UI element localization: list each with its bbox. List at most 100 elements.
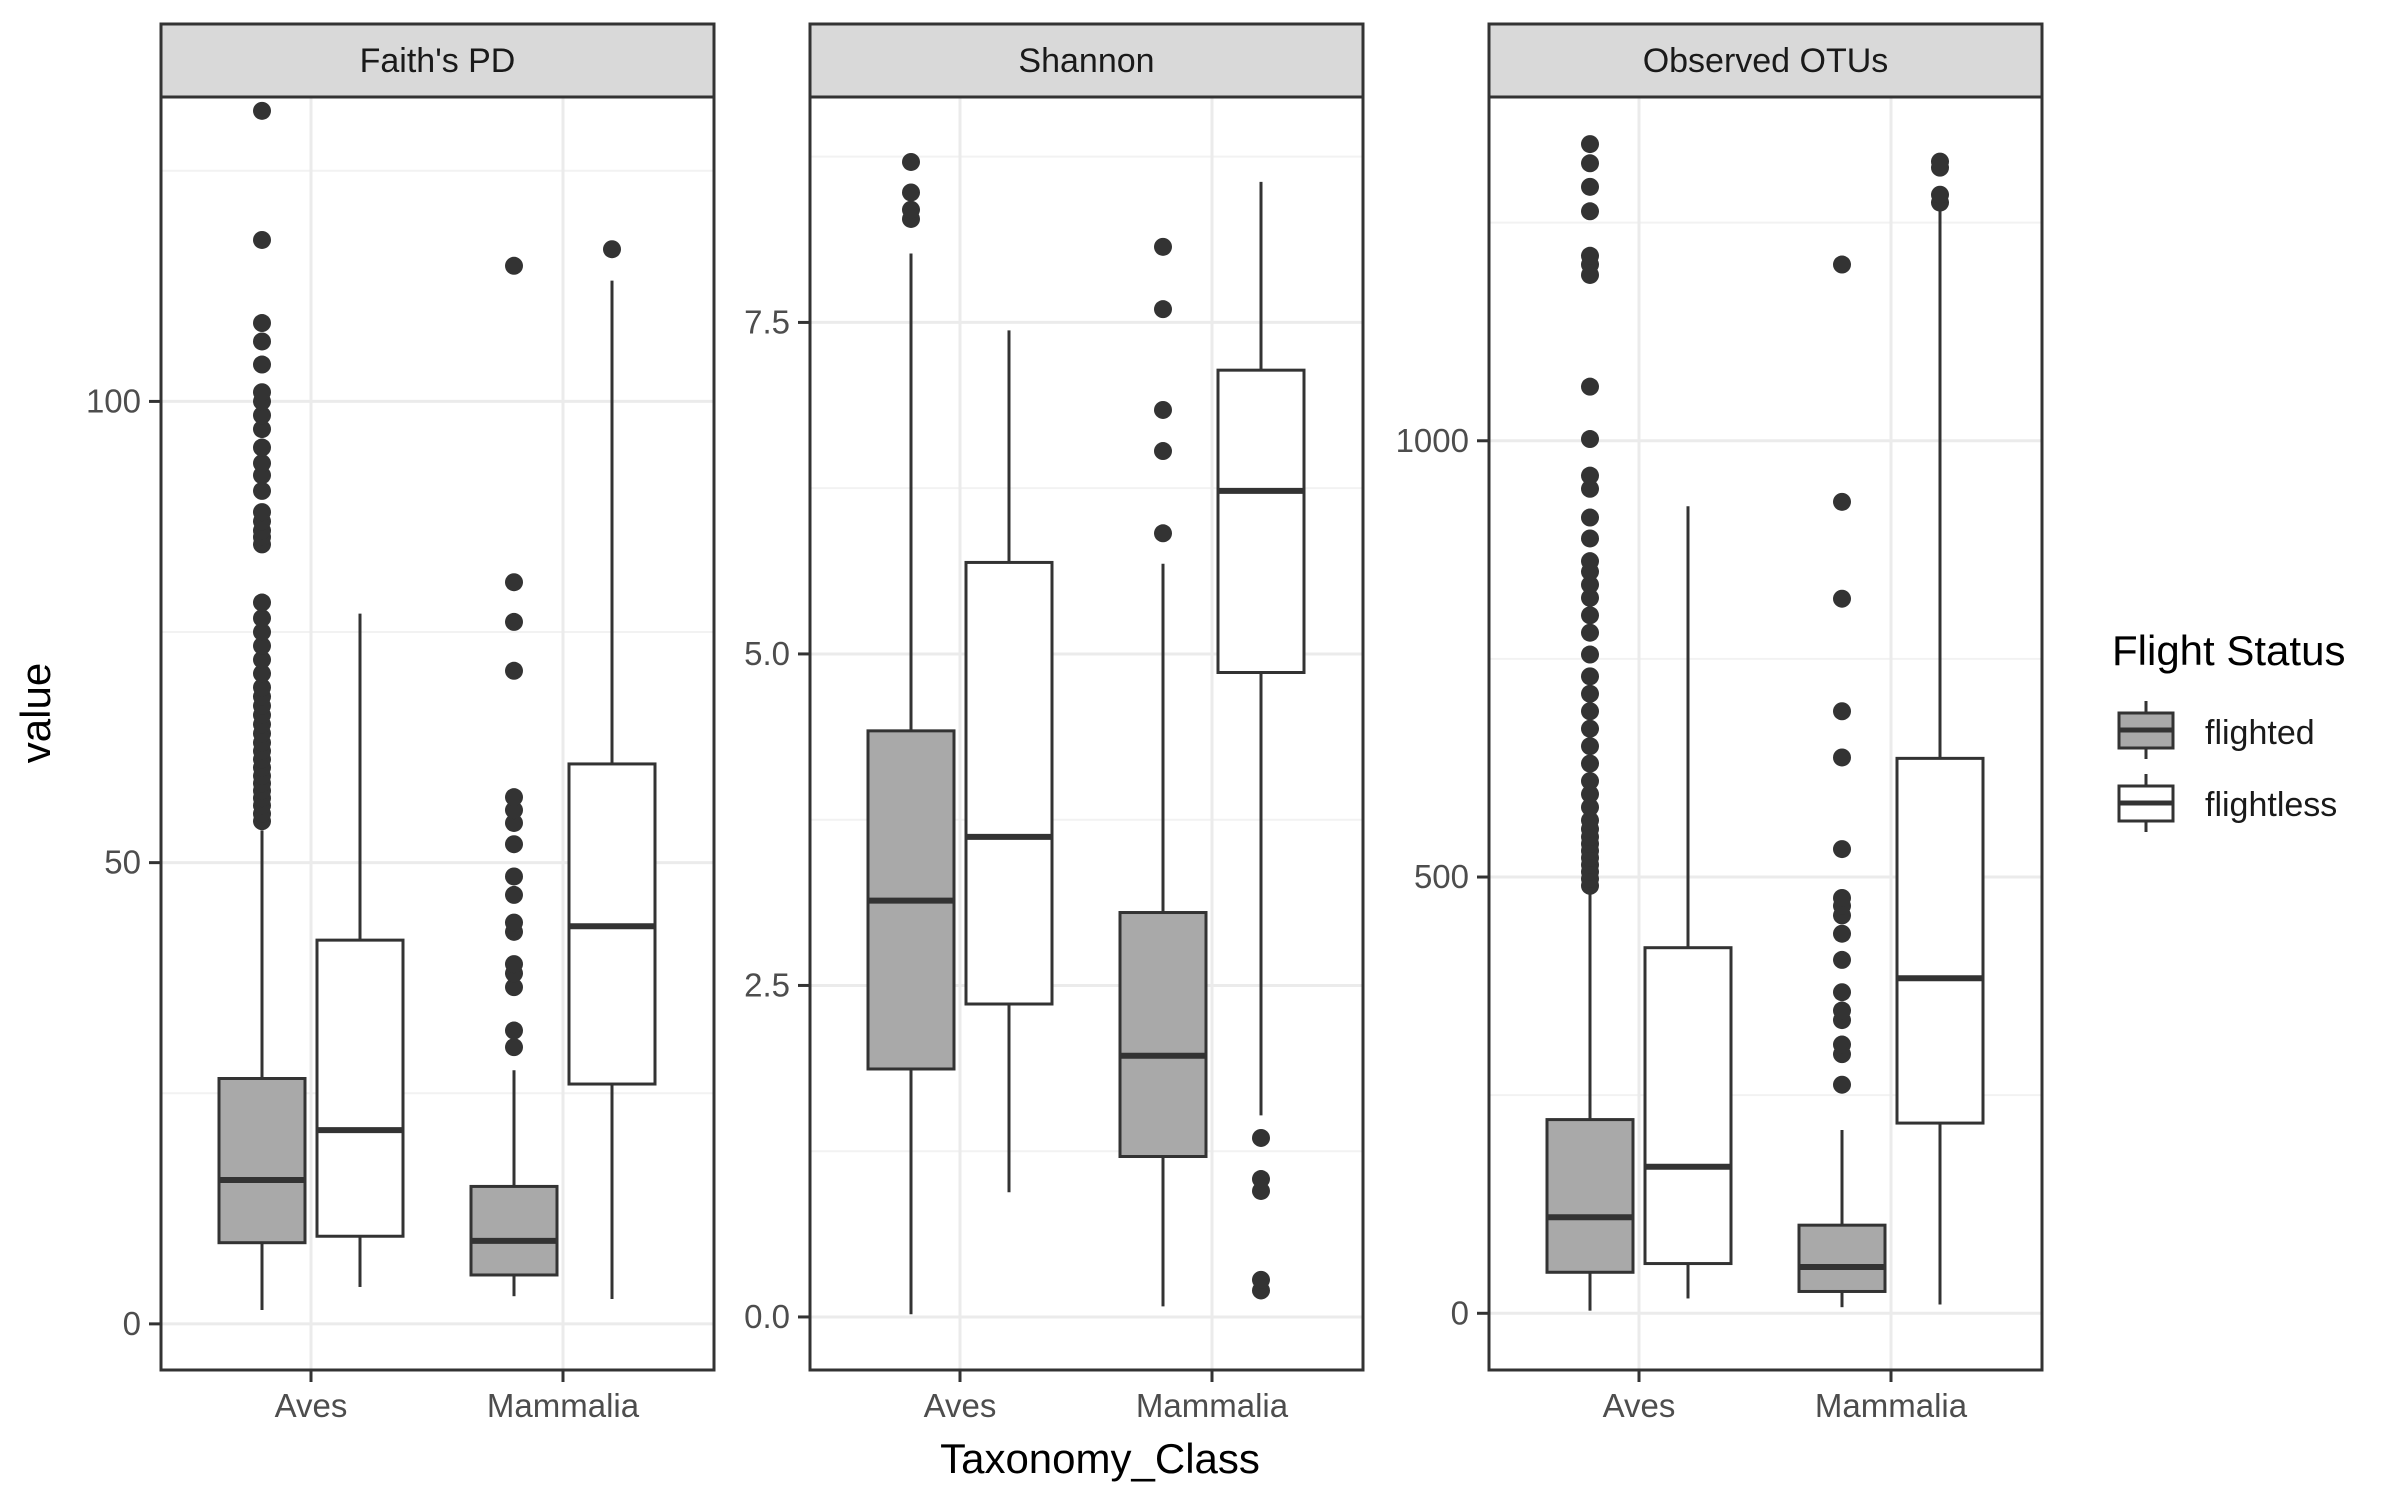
- outlier-point: [505, 801, 523, 820]
- outlier-point: [1252, 1128, 1270, 1147]
- outlier-point: [1581, 667, 1599, 686]
- outlier-point: [505, 813, 523, 832]
- y-tick-label: 2.5: [744, 966, 790, 1003]
- x-tick-label-mammalia: Mammalia: [1136, 1387, 1289, 1424]
- outlier-point: [1252, 1170, 1270, 1189]
- panel-border-observed-otus: [1487, 95, 2044, 1372]
- y-tick-label: 0: [1451, 1294, 1469, 1331]
- y-tick-label: 0: [123, 1305, 141, 1342]
- y-tick-label: 5.0: [744, 635, 790, 672]
- outlier-point: [253, 454, 271, 473]
- outlier-point: [1581, 135, 1599, 154]
- outlier-point: [1581, 246, 1599, 265]
- outlier-point: [505, 835, 523, 854]
- box-mammalia-flightless: [1895, 152, 1985, 1305]
- box-body: [217, 1077, 307, 1245]
- box-mammalia-flightless: [1216, 181, 1306, 1300]
- outlier-point: [1581, 684, 1599, 703]
- x-tick-label-aves: Aves: [275, 1387, 348, 1424]
- outlier-point: [1581, 588, 1599, 607]
- legend: Flight Status flighted flightless: [2112, 627, 2345, 832]
- outlier-point: [253, 101, 271, 120]
- box-aves-flighted: [1545, 135, 1635, 1311]
- box-body: [1895, 756, 1985, 1125]
- strip-label-shannon: Shannon: [1018, 42, 1154, 80]
- panel-shannon: Shannon 0.0 2.5 5.0 7.5 Aves Mammalia: [744, 22, 1365, 1424]
- outlier-point: [1833, 983, 1851, 1002]
- outlier-point: [1581, 754, 1599, 773]
- y-tick-label: 50: [104, 844, 141, 881]
- outlier-point: [1581, 202, 1599, 221]
- outlier-point: [1581, 430, 1599, 449]
- outlier-point: [253, 593, 271, 612]
- panel-observed-otus: Observed OTUs 0 500 1000 Aves Mammalia: [1396, 22, 2044, 1424]
- strip-shannon: [808, 22, 1365, 99]
- outlier-point: [1581, 645, 1599, 664]
- box-body: [1118, 911, 1208, 1159]
- outlier-point: [253, 332, 271, 351]
- box-aves-flighted: [866, 152, 956, 1315]
- box-body: [964, 560, 1054, 1006]
- outlier-point: [1581, 552, 1599, 571]
- strip-label-faith-s-pd: Faith's PD: [360, 42, 516, 80]
- box-mammalia-flighted: [1118, 237, 1208, 1307]
- outlier-point: [253, 650, 271, 669]
- panels-layer: Faith's PD 0 50 100 Aves Mammalia Shannon 0.0 2.…: [86, 22, 2044, 1424]
- legend-title: Flight Status: [2112, 627, 2345, 674]
- outlier-point: [253, 406, 271, 425]
- outlier-point: [1833, 702, 1851, 721]
- outlier-point: [253, 420, 271, 439]
- box-aves-flighted: [217, 101, 307, 1311]
- y-tick-label: 1000: [1396, 422, 1469, 459]
- outlier-point: [1154, 300, 1172, 319]
- outlier-point: [505, 1038, 523, 1057]
- box-mammalia-flighted: [469, 256, 559, 1297]
- outlier-point: [505, 1021, 523, 1040]
- box-body: [1216, 368, 1306, 675]
- outlier-point: [253, 355, 271, 374]
- outlier-point: [1833, 840, 1851, 859]
- outlier-point: [505, 885, 523, 904]
- outlier-point: [253, 503, 271, 522]
- outlier-point: [1581, 719, 1599, 738]
- outlier-point: [1833, 1075, 1851, 1094]
- outlier-point: [1931, 185, 1949, 204]
- outlier-point: [1833, 255, 1851, 274]
- box-body: [315, 938, 405, 1238]
- outlier-point: [1581, 177, 1599, 196]
- box-mammalia-flighted: [1797, 255, 1887, 1308]
- outlier-point: [505, 955, 523, 974]
- outlier-point: [1252, 1270, 1270, 1289]
- outlier-point: [1833, 589, 1851, 608]
- outlier-point: [505, 573, 523, 592]
- strip-observed-otus: [1487, 22, 2044, 99]
- outlier-point: [505, 612, 523, 631]
- legend-item-flightless: flightless: [2117, 774, 2337, 832]
- outlier-point: [253, 230, 271, 249]
- outlier-point: [253, 609, 271, 628]
- outlier-point: [1833, 492, 1851, 511]
- y-axis-title: value: [12, 663, 59, 763]
- panel-border-shannon: [808, 95, 1365, 1372]
- outlier-point: [1931, 152, 1949, 171]
- panel-faith-s-pd: Faith's PD 0 50 100 Aves Mammalia: [86, 22, 716, 1424]
- x-axis-title: Taxonomy_Class: [940, 1435, 1260, 1482]
- outlier-point: [1581, 154, 1599, 173]
- outlier-point: [253, 664, 271, 683]
- outlier-point: [902, 152, 920, 171]
- outlier-point: [1581, 785, 1599, 804]
- outlier-point: [1154, 442, 1172, 461]
- outlier-point: [1833, 888, 1851, 907]
- box-body: [1545, 1118, 1635, 1274]
- outlier-point: [253, 481, 271, 500]
- outlier-point: [1154, 400, 1172, 419]
- strip-label-observed-otus: Observed OTUs: [1643, 42, 1889, 80]
- legend-label-flightless: flightless: [2205, 786, 2337, 824]
- outlier-point: [1581, 508, 1599, 527]
- box-body: [469, 1184, 559, 1277]
- outlier-point: [1581, 798, 1599, 817]
- y-tick-label: 500: [1414, 858, 1469, 895]
- outlier-point: [1833, 748, 1851, 767]
- outlier-point: [603, 240, 621, 259]
- outlier-point: [902, 183, 920, 202]
